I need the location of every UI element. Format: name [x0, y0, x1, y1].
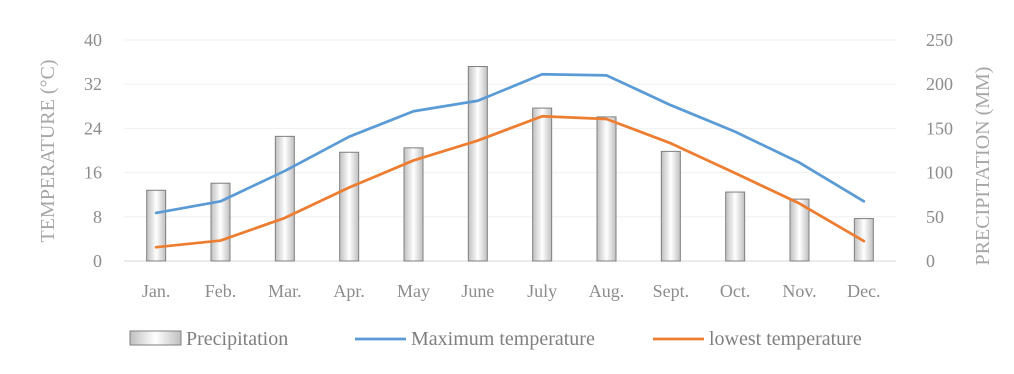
x-tick-label: July [527, 281, 557, 301]
legend-label: Maximum temperature [411, 328, 595, 350]
precipitation-bar [404, 148, 423, 261]
precipitation-bar [147, 190, 166, 261]
y-tick-label-right: 0 [926, 251, 935, 271]
legend-label: Precipitation [186, 328, 288, 350]
legend: Precipitation Maximum temperature lowest t… [130, 328, 862, 350]
precipitation-bar [468, 67, 487, 261]
y-axis-title-right: PRECIPITATION (MM) [972, 67, 994, 266]
y-tick-label-left: 40 [84, 30, 102, 50]
y-tick-label-left: 16 [84, 163, 102, 183]
precipitation-bar [661, 151, 680, 261]
x-tick-label: Mar. [268, 281, 302, 301]
y-tick-label-left: 8 [93, 207, 102, 227]
y-tick-label-right: 50 [926, 207, 944, 227]
maximum-temperature-line [156, 74, 864, 213]
y-tick-label-right: 100 [926, 163, 953, 183]
x-tick-label: Oct. [720, 281, 751, 301]
precipitation-bar [533, 108, 552, 261]
gridlines [124, 40, 896, 261]
precipitation-bar [340, 152, 359, 261]
x-tick-label: Sept. [653, 281, 690, 301]
precipitation-bar [726, 192, 745, 261]
x-tick-label: Nov. [782, 281, 816, 301]
y-tick-label-right: 200 [926, 74, 953, 94]
x-tick-label: Apr. [333, 281, 365, 301]
precipitation-bar [211, 183, 230, 261]
y-tick-label-left: 0 [93, 251, 102, 271]
x-tick-label: Aug. [589, 281, 625, 301]
x-tick-label: Dec. [847, 281, 880, 301]
x-tick-label: June [461, 281, 494, 301]
y-tick-label-right: 150 [926, 118, 953, 138]
y-tick-label-left: 24 [84, 118, 102, 138]
precipitation-bars [147, 67, 874, 261]
legend-swatch-precipitation [130, 331, 181, 345]
x-tick-label: Feb. [205, 281, 237, 301]
x-tick-label: May [397, 281, 430, 301]
y-axis-title-left: TEMPERATURE (°C) [37, 60, 59, 243]
y-tick-label-right: 250 [926, 30, 953, 50]
x-tick-label: Jan. [142, 281, 171, 301]
precipitation-bar [597, 117, 616, 261]
legend-label: lowest temperature [709, 328, 862, 350]
y-tick-label-left: 32 [84, 74, 102, 94]
temperature-lines [156, 74, 864, 247]
precipitation-bar [275, 136, 294, 261]
